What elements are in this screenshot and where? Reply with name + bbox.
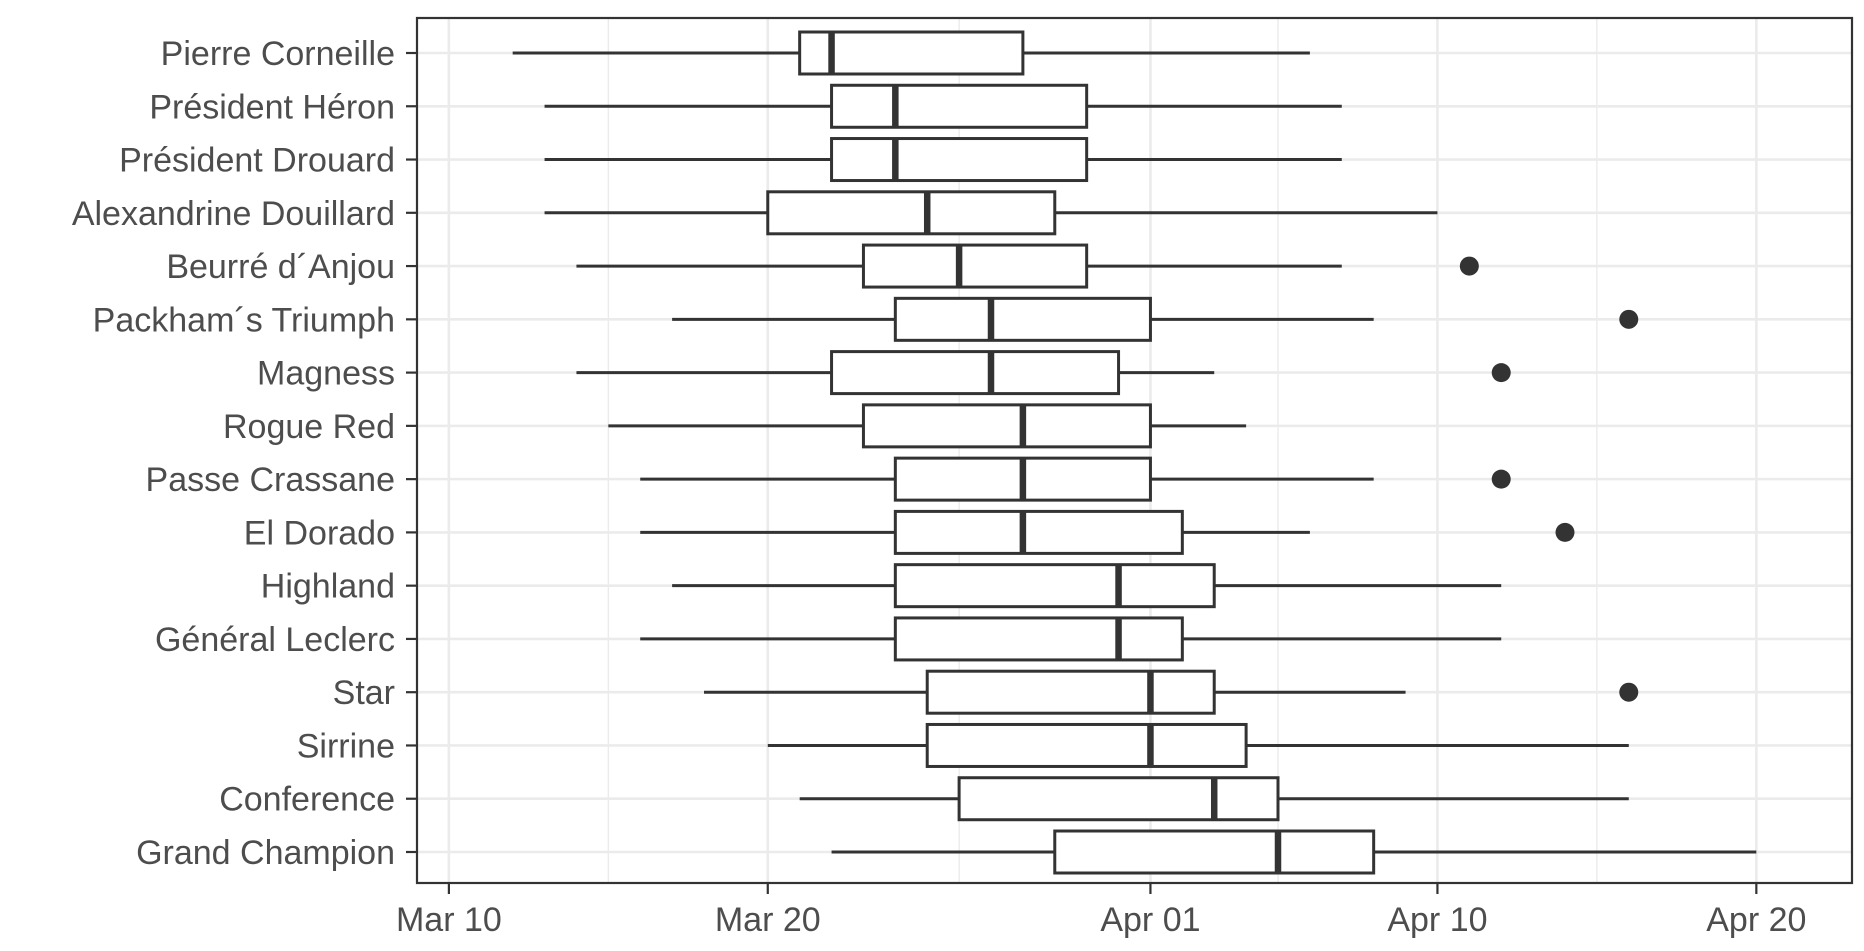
iqr-box	[893, 509, 1184, 555]
x-axis-tick-label: Mar 10	[396, 901, 502, 939]
x-axis-tick-label: Apr 20	[1706, 901, 1806, 939]
panel-border	[415, 16, 1854, 885]
y-axis-category-label: Beurré d´Anjou	[166, 248, 395, 286]
y-axis-category-label: Conference	[219, 781, 395, 819]
y-axis-category-label: Grand Champion	[136, 834, 395, 872]
y-axis-category-label: Président Héron	[149, 88, 395, 126]
iqr-box	[798, 30, 1025, 76]
iqr-box	[830, 83, 1089, 129]
y-axis-category-label: Star	[333, 674, 395, 712]
iqr-box	[861, 243, 1089, 289]
outlier-point	[1491, 363, 1511, 383]
iqr-box	[766, 190, 1057, 236]
iqr-box	[1053, 829, 1376, 875]
y-axis-category-label: Pierre Corneille	[161, 35, 395, 73]
outlier-point	[1491, 469, 1511, 489]
outlier-point	[1555, 522, 1575, 542]
x-axis-tick-label: Apr 10	[1387, 901, 1487, 939]
y-axis-category-label: Passe Crassane	[146, 461, 395, 499]
boxes-layer	[512, 30, 1757, 875]
y-axis-category-label: Sirrine	[297, 727, 395, 765]
iqr-box	[830, 350, 1121, 396]
y-axis-category-label: Highland	[261, 568, 395, 606]
iqr-box	[830, 137, 1089, 183]
outlier-point	[1619, 682, 1639, 702]
axis-layer: Pierre Corneille Président Héron Président…	[72, 35, 1807, 939]
y-axis-category-label: Général Leclerc	[155, 621, 395, 659]
iqr-box	[957, 776, 1280, 822]
y-axis-category-label: Magness	[257, 355, 395, 393]
x-axis-tick-label: Mar 20	[715, 901, 821, 939]
iqr-box	[925, 722, 1248, 768]
y-axis-category-label: Packham´s Triumph	[93, 301, 395, 339]
outlier-point	[1619, 309, 1639, 329]
iqr-box	[893, 563, 1216, 609]
iqr-box	[893, 296, 1152, 342]
iqr-box	[861, 403, 1152, 449]
y-axis-category-label: Rogue Red	[223, 408, 395, 446]
y-axis-category-label: Président Drouard	[119, 142, 395, 180]
x-axis-tick-label: Apr 01	[1100, 901, 1200, 939]
outlier-point	[1459, 256, 1479, 276]
iqr-box	[893, 616, 1184, 662]
y-axis-category-label: Alexandrine Douillard	[72, 195, 395, 233]
iqr-box	[925, 669, 1216, 715]
y-axis-category-label: El Dorado	[244, 514, 395, 552]
